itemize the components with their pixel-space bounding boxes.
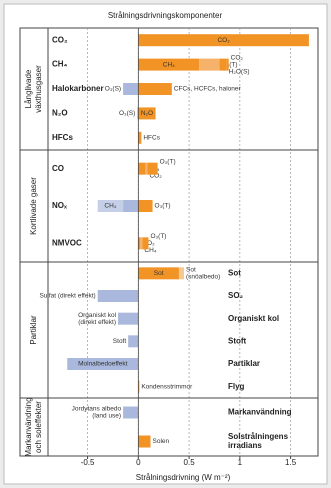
row-label: Partiklar (228, 359, 260, 368)
bar-segment (118, 312, 139, 325)
bar-segment (67, 358, 139, 370)
segment-label: HFCs (143, 135, 160, 142)
bar-segment (178, 267, 185, 280)
group-label: Långlivade (24, 69, 33, 108)
segment-label: O₃(S) (119, 110, 135, 117)
bar-segment (145, 162, 148, 175)
bar-segment (138, 107, 156, 120)
bar-segment (138, 58, 200, 71)
bar-segment (140, 237, 143, 250)
row-label: CH₄ (52, 60, 68, 69)
segment-label: (snöalbedo) (186, 274, 220, 281)
segment-label: Sulfat (direkt effekt) (39, 293, 95, 300)
row-label: Organiskt kol (228, 314, 279, 323)
bar-segment (123, 406, 139, 419)
group-label: och soleffekter (34, 401, 43, 453)
segment-label: O₃(T) (150, 233, 166, 240)
bar-segment (138, 131, 142, 144)
group-label: Markanvändning (24, 397, 33, 456)
bar-segment (97, 290, 139, 302)
x-tick-label: 1.5 (285, 458, 297, 467)
row-label: Markanvändning (228, 408, 292, 417)
bar-segment (138, 83, 172, 95)
row-label: CO₂ (52, 35, 68, 44)
segment-label: CFCs, HCFCs, haloner (174, 86, 242, 93)
row-label: Sot (228, 268, 241, 277)
group-label: Partiklar (29, 315, 38, 345)
bar-segment (97, 200, 124, 212)
segment-label: O₃(T) (222, 61, 238, 68)
bar-segment (123, 83, 139, 95)
bar-segment (128, 335, 139, 348)
x-axis-label: Strålningsdrivning (W m⁻²) (136, 473, 231, 482)
segment-label: CH₄ (144, 247, 156, 254)
chart-title: Strålningsdrivningskomponenter (108, 11, 223, 20)
group-label: växthusgaser (34, 65, 43, 113)
segment-label: Sot (186, 267, 196, 274)
segment-label: Jordytans albedo (72, 406, 122, 413)
segment-label: CO₂ (231, 54, 244, 61)
bar-segment (138, 200, 153, 212)
segment-label: O₃(T) (155, 203, 171, 210)
bar-segment (138, 380, 140, 393)
x-tick-label: 1 (238, 458, 243, 467)
segment-label: Molnalbedoeffekt (78, 361, 128, 368)
segment-label: (direkt effekt) (78, 319, 116, 326)
segment-label: Stoft (113, 338, 127, 345)
segment-label: H₂O(S) (229, 68, 250, 75)
bar-segment (226, 58, 229, 71)
row-label: Stoft (228, 336, 247, 345)
row-label: irradians (228, 441, 262, 450)
segment-label: (land use) (92, 413, 121, 420)
segment-label: CH₄ (163, 61, 175, 68)
segment-label: N₂O (141, 110, 153, 117)
bar-segment (138, 435, 151, 448)
segment-label: O₃(T) (160, 158, 176, 165)
bar-segment (138, 34, 309, 47)
row-label: NOₓ (52, 201, 67, 210)
plot-frame (19, 27, 319, 457)
row-label: Halokarboner (52, 84, 104, 93)
x-tick-label: 0 (136, 458, 141, 467)
group-label: Kortlivade gaser (29, 177, 38, 235)
segment-label: CO₂ (149, 172, 162, 179)
row-label: Solstrålningens (228, 432, 289, 441)
segment-label: CO₂ (142, 240, 155, 247)
bar-segment (142, 237, 149, 250)
row-label: Flyg (228, 382, 245, 391)
segment-label: CO₂ (217, 37, 230, 44)
bar-segment (137, 107, 139, 120)
bar-segment (138, 162, 146, 175)
segment-label: Solen (153, 438, 170, 445)
row-label: SO₂ (228, 291, 244, 300)
bar-segment (199, 58, 220, 71)
segment-label: Kondensstrimmor (141, 383, 193, 390)
x-tick-label: -0.5 (81, 458, 95, 467)
x-tick-label: 0.5 (184, 458, 196, 467)
segment-label: Organiskt kol (78, 312, 116, 319)
segment-label: Sot (154, 270, 164, 277)
row-label: HFCs (52, 133, 73, 142)
row-label: NMVOC (52, 238, 82, 247)
bar-segment (138, 237, 141, 250)
bar-segment (138, 267, 179, 280)
segment-label: CH₄ (104, 203, 116, 210)
segment-label: O₃(S) (105, 86, 121, 93)
bar-segment (219, 58, 227, 71)
bar-segment (147, 162, 158, 175)
row-label: CO (52, 164, 64, 173)
row-label: N₂O (52, 109, 68, 118)
bar-segment (123, 200, 139, 212)
